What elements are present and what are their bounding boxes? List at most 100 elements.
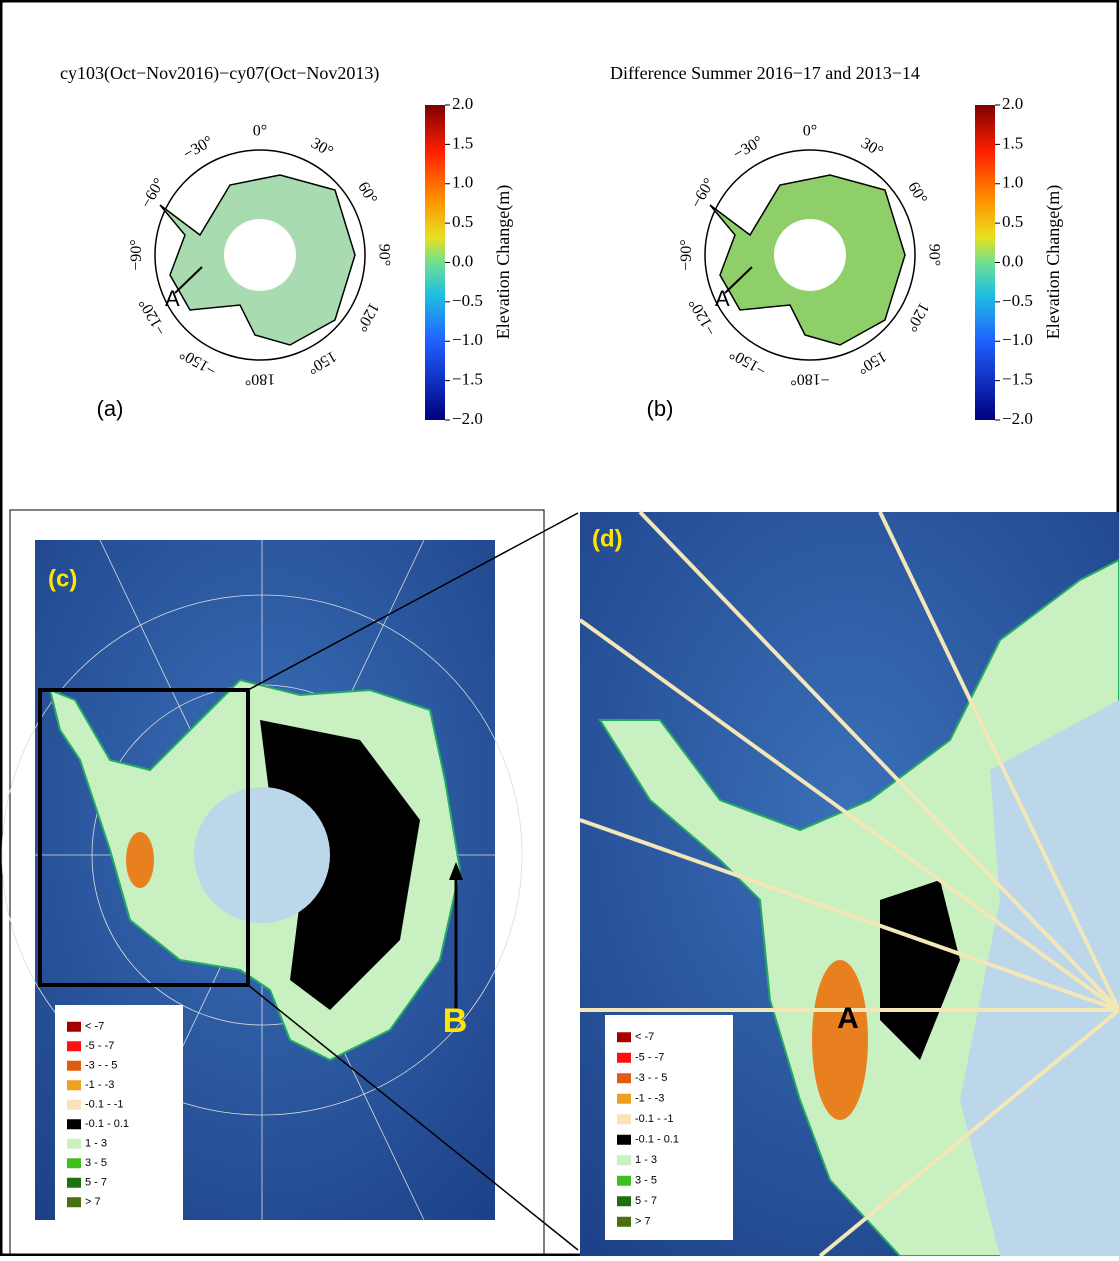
- legend-swatch: [67, 1197, 81, 1207]
- colorbar-tick-label: −0.5: [452, 291, 483, 310]
- sign: −: [678, 262, 695, 271]
- legend-label: 3 - 5: [635, 1175, 657, 1187]
- degrees: 120°: [686, 296, 716, 331]
- legend-label: -5 - -7: [85, 1040, 114, 1052]
- longitude-label: 90°: [375, 244, 392, 266]
- legend-label: -3 - - 5: [635, 1072, 667, 1084]
- colorbar-tick-label: 2.0: [452, 94, 473, 113]
- colorbar-tick-label: 0.0: [1002, 251, 1023, 270]
- legend-label: 3 - 5: [85, 1157, 107, 1169]
- colorbar-tick-label: 2.0: [1002, 94, 1023, 113]
- longitude-label: −30°: [730, 133, 766, 163]
- legend-label: 5 - 7: [635, 1195, 657, 1207]
- legend-label: 1 - 3: [85, 1138, 107, 1150]
- colorbar-tick-label: −1.0: [1002, 330, 1033, 349]
- longitude-label: 120°: [352, 299, 382, 334]
- legend-swatch: [617, 1196, 631, 1206]
- degrees: 150°: [177, 345, 212, 375]
- longitude-label: −90°: [678, 239, 695, 270]
- colorbar-tick-label: 1.0: [1002, 173, 1023, 192]
- longitude-label: 120°: [902, 299, 932, 334]
- colorbar-tick-label: −1.5: [1002, 370, 1033, 389]
- panel-title: cy103(Oct−Nov2016)−cy07(Oct−Nov2013): [60, 63, 379, 84]
- legend-label: > 7: [635, 1216, 651, 1228]
- longitude-label: −30°: [180, 133, 216, 163]
- longitude-label: −150°: [177, 345, 220, 379]
- legend-label: -1 - -3: [635, 1093, 664, 1105]
- colorbar-tick-label: −1.0: [452, 330, 483, 349]
- legend-swatch: [67, 1178, 81, 1188]
- colorbar-tick-label: 1.5: [1002, 133, 1023, 152]
- longitude-label: 30°: [858, 135, 886, 161]
- longitude-label: 0°: [253, 123, 267, 140]
- figure: cy103(Oct−Nov2016)−cy07(Oct−Nov2013) 0° 30…: [0, 0, 1119, 1256]
- anomaly: [126, 832, 154, 888]
- longitude-label: 60°: [904, 179, 930, 207]
- colorbar-tick-label: −2.0: [1002, 409, 1033, 428]
- degrees: 90°: [678, 239, 695, 261]
- colorbar: [975, 105, 995, 420]
- colorbar: [425, 105, 445, 420]
- colorbar-tick-label: −0.5: [1002, 291, 1033, 310]
- legend-swatch: [67, 1100, 81, 1110]
- colorbar-label: Elevation Change(m): [493, 185, 514, 339]
- legend-label: -5 - -7: [635, 1052, 664, 1064]
- colorbar-tick-label: −2.0: [452, 409, 483, 428]
- anomaly: [812, 960, 868, 1120]
- legend-swatch: [617, 1135, 631, 1145]
- legend-label: 5 - 7: [85, 1177, 107, 1189]
- degrees: 90°: [128, 239, 145, 261]
- legend-swatch: [67, 1139, 81, 1149]
- legend-swatch: [617, 1155, 631, 1165]
- legend-label: < -7: [85, 1021, 104, 1033]
- colorbar-tick-label: 1.5: [452, 133, 473, 152]
- legend-swatch: [617, 1114, 631, 1124]
- longitude-label: 0°: [803, 123, 817, 140]
- degrees: 150°: [727, 345, 762, 375]
- colorbar-tick-label: 1.0: [452, 173, 473, 192]
- colorbar-tick-label: −1.5: [452, 370, 483, 389]
- legend-swatch: [67, 1061, 81, 1071]
- legend-swatch: [617, 1217, 631, 1227]
- longitude-label: 180°: [245, 370, 275, 387]
- longitude-label: −180°: [790, 370, 829, 387]
- legend-swatch: [617, 1176, 631, 1186]
- longitude-label: −60°: [688, 175, 718, 211]
- pole-hole: [224, 219, 296, 291]
- legend-label: > 7: [85, 1196, 101, 1208]
- legend-label: -0.1 - -1: [85, 1099, 124, 1111]
- panel-label: (c): [48, 565, 77, 592]
- legend-label: -3 - - 5: [85, 1060, 117, 1072]
- panel-label: (d): [592, 525, 623, 552]
- legend-swatch: [617, 1094, 631, 1104]
- longitude-label: −60°: [138, 175, 168, 211]
- longitude-label: −150°: [727, 345, 770, 379]
- legend-swatch: [617, 1032, 631, 1042]
- colorbar-label: Elevation Change(m): [1043, 185, 1064, 339]
- legend-label: -1 - -3: [85, 1079, 114, 1091]
- panel-title: Difference Summer 2016−17 and 2013−14: [610, 63, 920, 83]
- legend-swatch: [67, 1022, 81, 1032]
- colorbar-tick-label: 0.0: [452, 251, 473, 270]
- longitude-label: 90°: [925, 244, 942, 266]
- pole-hole: [194, 787, 330, 923]
- marker: B: [443, 1002, 468, 1040]
- longitude-label: 150°: [304, 347, 339, 377]
- longitude-label: −90°: [128, 239, 145, 270]
- colorbar-tick-label: 0.5: [452, 212, 473, 231]
- legend-label: -0.1 - -1: [635, 1113, 674, 1125]
- degrees: 120°: [136, 296, 166, 331]
- marker: A: [837, 1002, 859, 1035]
- legend-label: 1 - 3: [635, 1154, 657, 1166]
- panel-label: (a): [97, 396, 124, 421]
- panel-label: (b): [647, 396, 674, 421]
- pole-hole: [774, 219, 846, 291]
- longitude-label: 150°: [854, 347, 889, 377]
- legend-label: < -7: [635, 1031, 654, 1043]
- colorbar-tick-label: 0.5: [1002, 212, 1023, 231]
- legend-swatch: [67, 1119, 81, 1129]
- legend-swatch: [67, 1041, 81, 1051]
- longitude-label: 60°: [354, 179, 380, 207]
- legend-swatch: [67, 1080, 81, 1090]
- legend-label: -0.1 - 0.1: [85, 1118, 129, 1130]
